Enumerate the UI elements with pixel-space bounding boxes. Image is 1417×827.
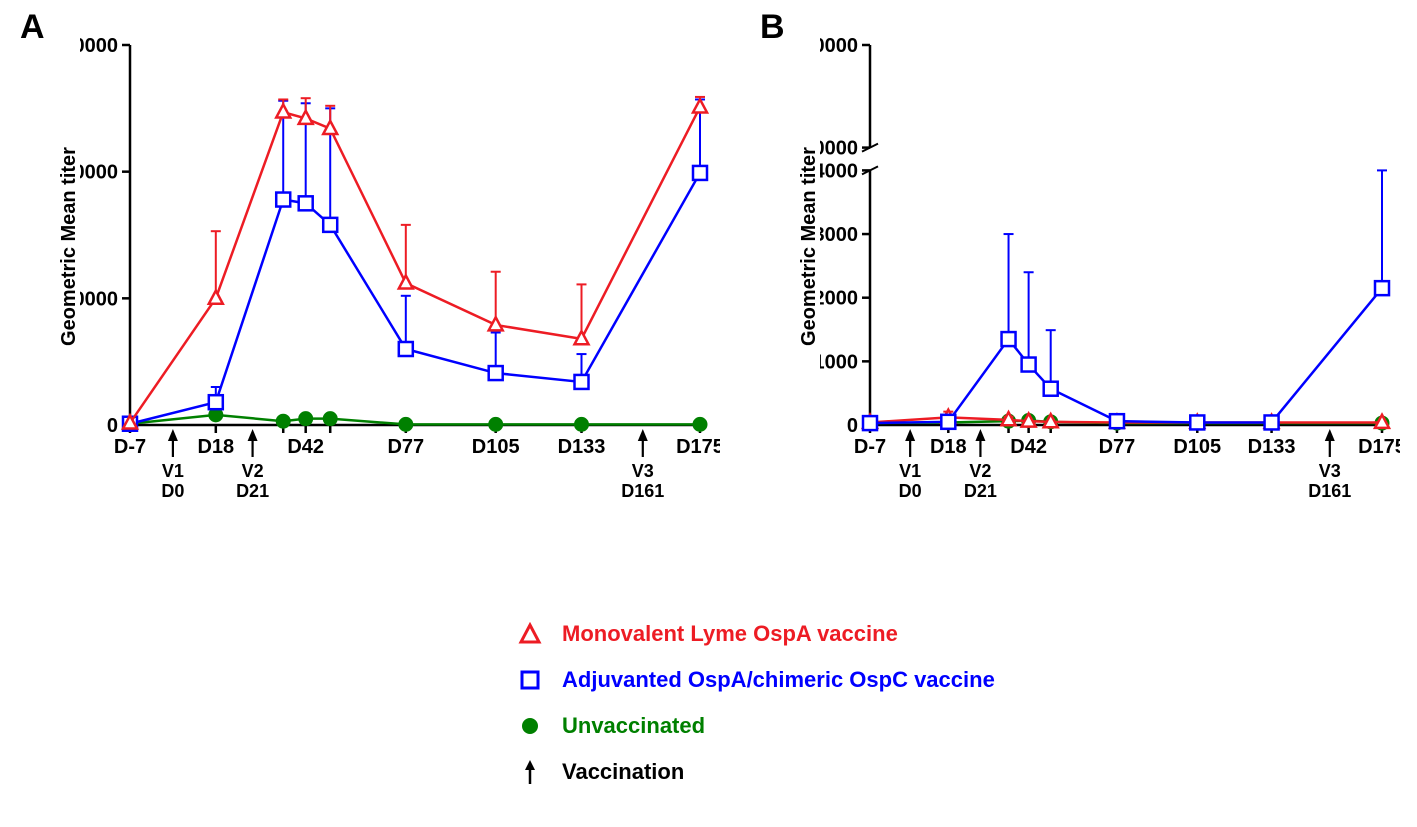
svg-text:D0: D0 — [161, 481, 184, 501]
circle-icon — [510, 714, 550, 738]
svg-text:V1: V1 — [162, 461, 184, 481]
arrow-icon — [510, 758, 550, 786]
svg-text:D77: D77 — [1099, 436, 1136, 458]
panel-b: B Geometric Mean titer 01000200030004000… — [760, 20, 1400, 560]
svg-text:V3: V3 — [632, 461, 654, 481]
svg-text:D21: D21 — [236, 481, 269, 501]
svg-text:D175: D175 — [676, 436, 720, 458]
legend-item: Adjuvanted OspA/chimeric OspC vaccine — [510, 666, 995, 694]
triangle-icon — [510, 622, 550, 646]
panel-a-svg: 0 10000 20000 30000 D-7 D18 D42 D77 D105 D133 D175… — [80, 20, 720, 560]
svg-text:D105: D105 — [1173, 436, 1221, 458]
svg-text:20000: 20000 — [80, 162, 118, 184]
svg-text:3000: 3000 — [820, 224, 858, 246]
svg-text:V1: V1 — [899, 461, 921, 481]
panel-a: A Geometric Mean titer 0100002000030000D… — [20, 20, 720, 560]
svg-text:4000: 4000 — [820, 160, 858, 182]
svg-text:D18: D18 — [197, 436, 234, 458]
svg-text:D42: D42 — [1010, 436, 1047, 458]
square-icon — [510, 668, 550, 692]
legend-label: Vaccination — [562, 759, 684, 785]
svg-text:D175: D175 — [1358, 436, 1400, 458]
svg-text:D77: D77 — [387, 436, 424, 458]
panel-b-svg: 0 1000 2000 3000 400020000 30000 D-7 D18 D42 D77 D… — [820, 20, 1400, 560]
svg-text:D-7: D-7 — [114, 436, 146, 458]
svg-text:D-7: D-7 — [854, 436, 886, 458]
svg-text:1000: 1000 — [820, 351, 858, 373]
panel-b-label: B — [760, 8, 785, 47]
legend-item: Unvaccinated — [510, 712, 995, 740]
svg-text:D105: D105 — [472, 436, 520, 458]
svg-text:10000: 10000 — [80, 288, 118, 310]
svg-text:D161: D161 — [1308, 481, 1351, 501]
svg-text:D0: D0 — [899, 481, 922, 501]
svg-text:0: 0 — [847, 415, 858, 437]
legend-label: Monovalent Lyme OspA vaccine — [562, 621, 898, 647]
figure-container: A Geometric Mean titer 0100002000030000D… — [20, 20, 1397, 807]
svg-text:V2: V2 — [969, 461, 991, 481]
svg-text:D21: D21 — [964, 481, 997, 501]
svg-text:D161: D161 — [621, 481, 664, 501]
svg-text:20000: 20000 — [820, 138, 858, 160]
legend: Monovalent Lyme OspA vaccine Adjuvanted … — [510, 620, 995, 804]
legend-label: Unvaccinated — [562, 713, 705, 739]
svg-text:0: 0 — [107, 415, 118, 437]
svg-text:30000: 30000 — [80, 35, 118, 57]
svg-text:V2: V2 — [242, 461, 264, 481]
panel-a-ylabel: Geometric Mean titer — [58, 147, 81, 346]
svg-text:D133: D133 — [558, 436, 606, 458]
svg-text:2000: 2000 — [820, 288, 858, 310]
svg-text:V3: V3 — [1319, 461, 1341, 481]
svg-text:D133: D133 — [1248, 436, 1296, 458]
legend-label: Adjuvanted OspA/chimeric OspC vaccine — [562, 667, 995, 693]
svg-text:30000: 30000 — [820, 35, 858, 57]
legend-item: Monovalent Lyme OspA vaccine — [510, 620, 995, 648]
svg-text:D18: D18 — [930, 436, 967, 458]
panel-a-label: A — [20, 8, 45, 47]
svg-text:D42: D42 — [287, 436, 324, 458]
panel-b-ylabel: Geometric Mean titer — [798, 147, 821, 346]
legend-item: Vaccination — [510, 758, 995, 786]
